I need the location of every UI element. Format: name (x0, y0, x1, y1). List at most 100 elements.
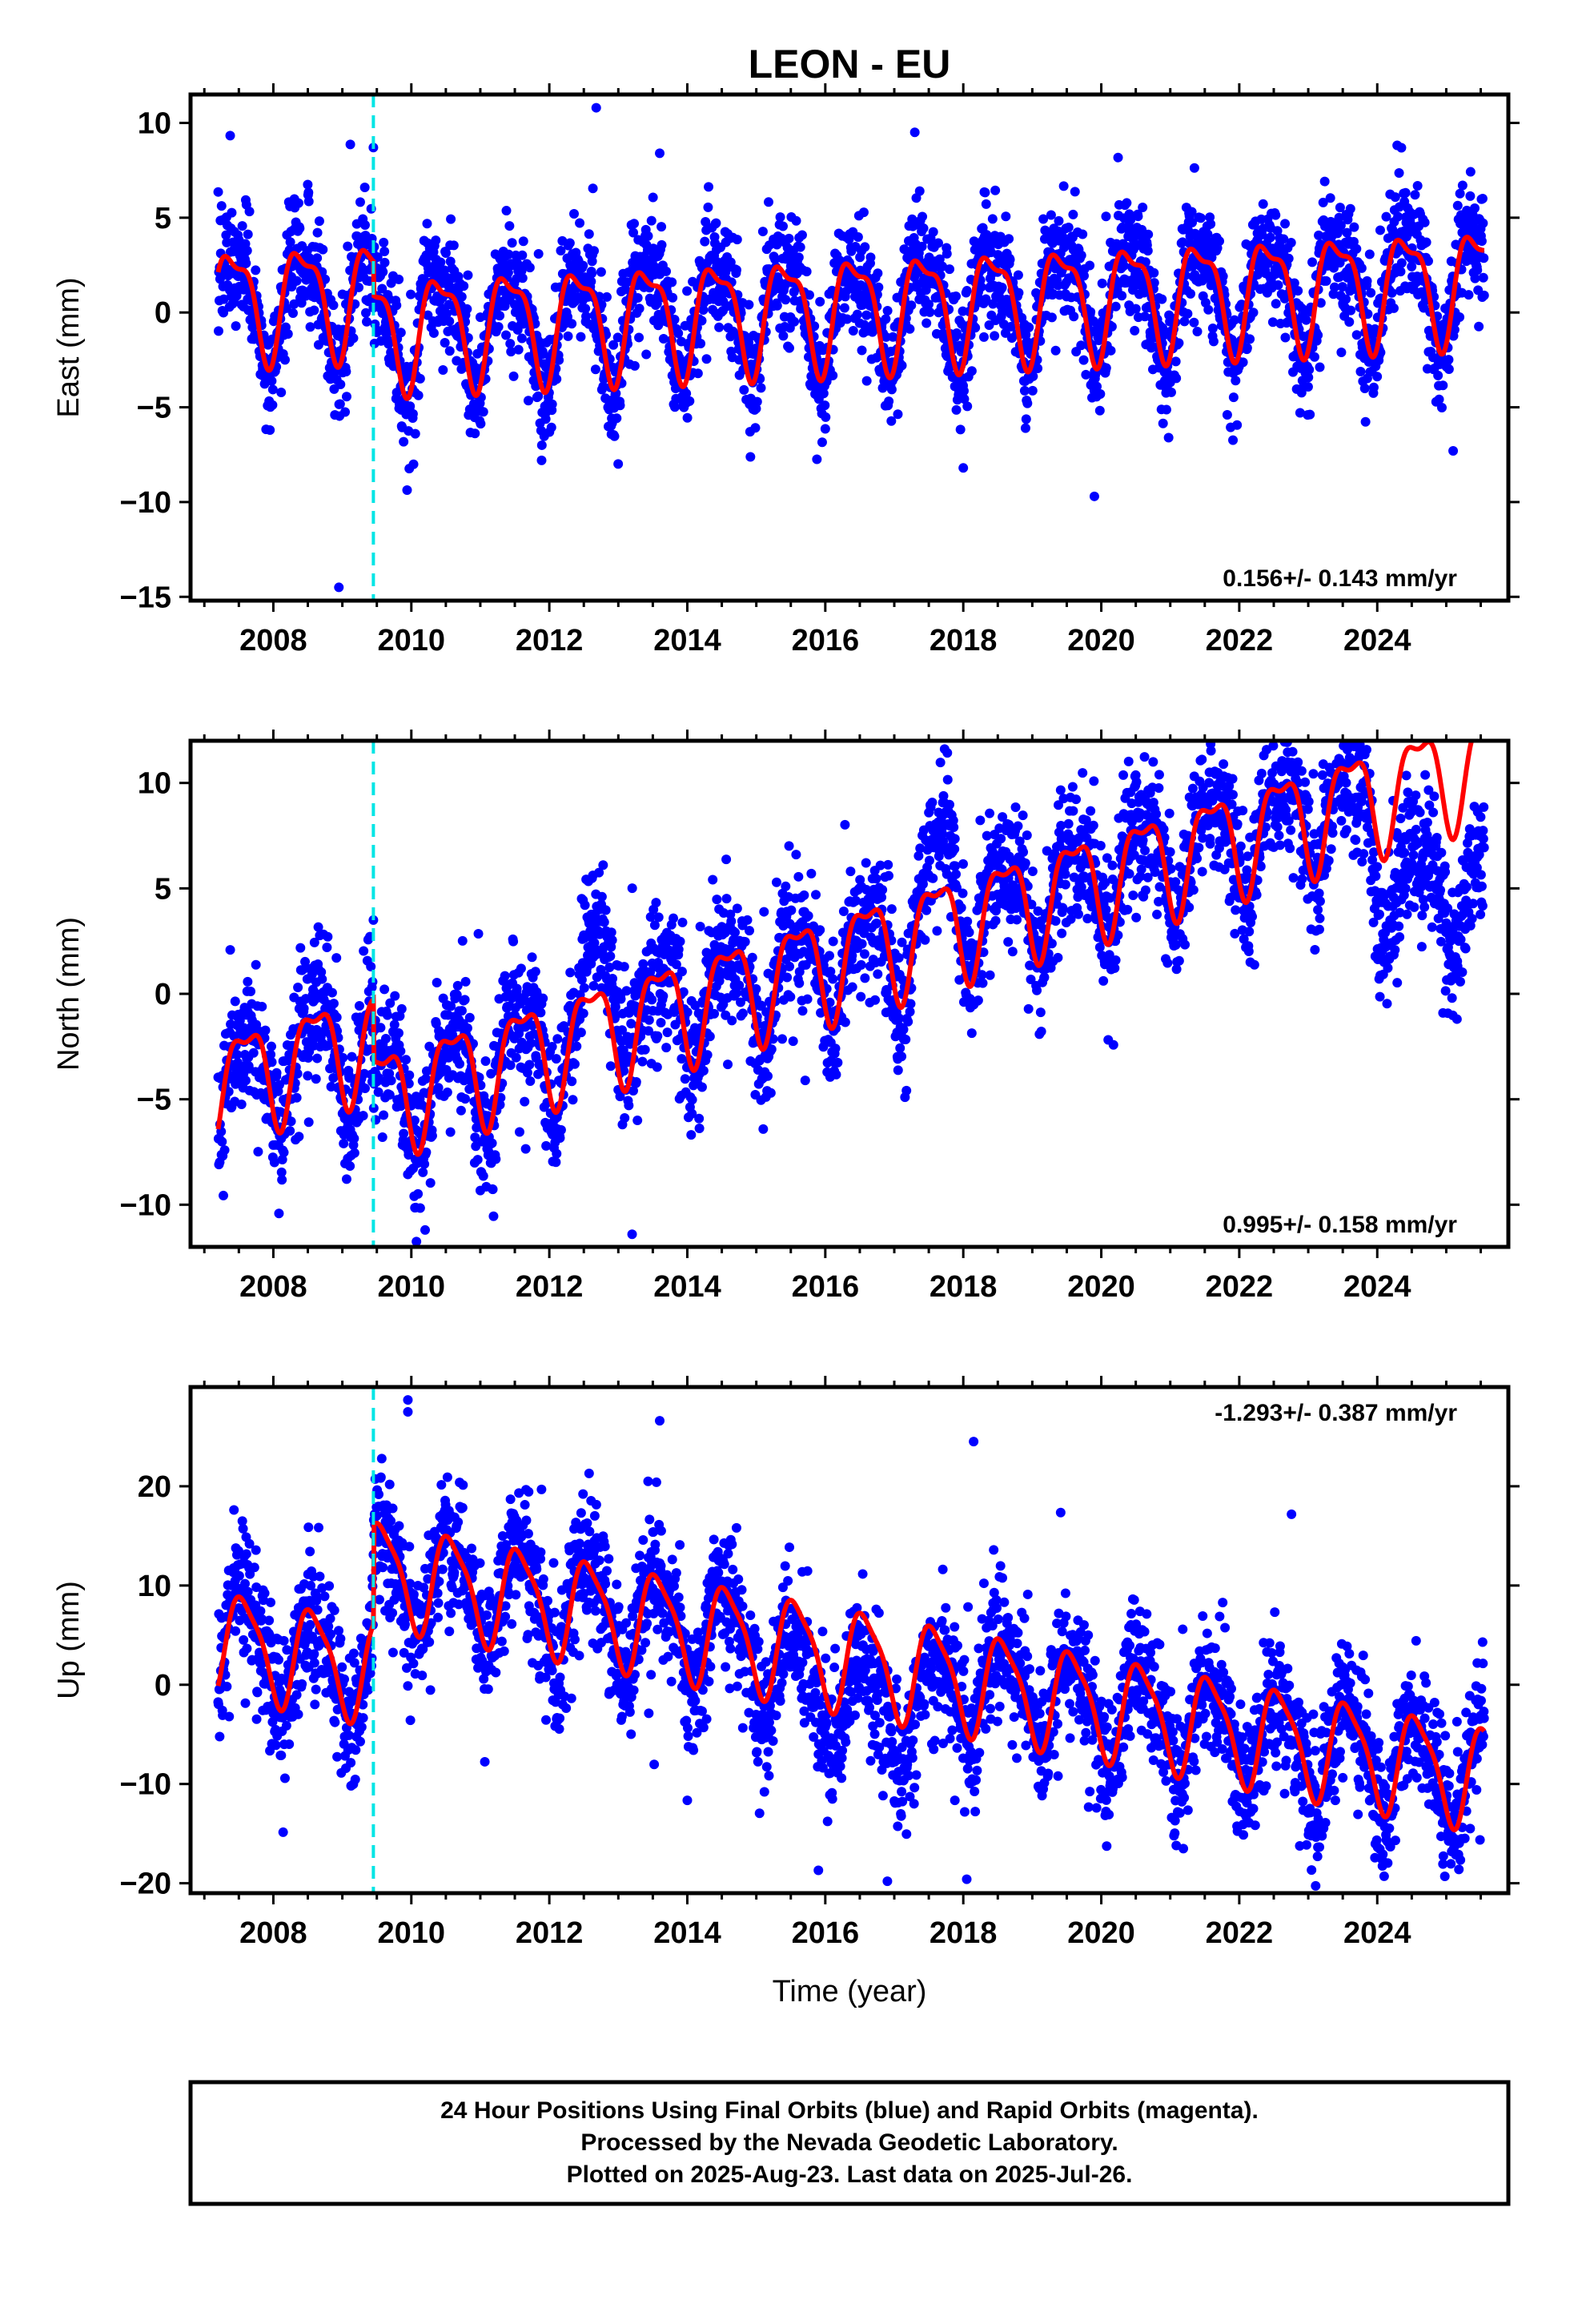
data-point (705, 1031, 715, 1042)
data-point (440, 265, 450, 275)
data-point (240, 1076, 251, 1086)
data-point (305, 322, 315, 332)
data-point (296, 298, 307, 308)
data-point (981, 199, 991, 209)
data-point (1046, 210, 1056, 220)
data-point (596, 891, 607, 902)
data-point (1303, 372, 1314, 383)
data-point (955, 424, 966, 435)
x-tick-label: 2012 (516, 624, 584, 657)
data-point (731, 265, 741, 275)
data-point (673, 328, 684, 339)
data-point (667, 277, 677, 287)
data-point (341, 392, 351, 402)
data-point (1443, 364, 1454, 374)
data-point (648, 192, 658, 203)
data-point (785, 991, 796, 1002)
data-point (1443, 355, 1454, 365)
data-point (436, 257, 446, 267)
data-point (246, 986, 256, 996)
data-point (652, 299, 662, 309)
data-point (1222, 410, 1232, 420)
data-point (1337, 282, 1347, 292)
data-point (219, 1145, 230, 1156)
data-point (533, 248, 544, 259)
data-point (1050, 345, 1061, 356)
data-point (952, 328, 962, 338)
data-point (267, 384, 278, 395)
data-point (345, 1161, 355, 1172)
data-point (848, 325, 858, 336)
data-point (1335, 220, 1346, 231)
x-tick-label: 2014 (653, 624, 721, 657)
data-point (1286, 238, 1296, 248)
data-point (552, 1034, 563, 1044)
data-point (881, 314, 891, 324)
data-point (276, 388, 287, 398)
data-point (379, 237, 389, 247)
data-point (1069, 312, 1079, 322)
data-point (651, 898, 661, 908)
data-point (695, 922, 705, 932)
data-point (523, 396, 533, 406)
data-point (752, 396, 762, 407)
data-point (1325, 193, 1335, 203)
data-point (1058, 181, 1069, 191)
data-point (1349, 222, 1359, 232)
data-point (698, 1066, 709, 1076)
data-point (406, 289, 416, 300)
data-point (1228, 392, 1239, 403)
data-point (1265, 232, 1275, 243)
data-point (1187, 217, 1198, 227)
data-point (575, 218, 585, 228)
data-point (608, 973, 618, 983)
data-point (335, 399, 345, 409)
data-point (438, 365, 448, 376)
data-point (446, 214, 456, 224)
data-point (1372, 372, 1383, 382)
data-point (530, 967, 540, 977)
data-point (1455, 188, 1465, 199)
y-axis-label: East (mm) (52, 277, 86, 417)
data-point (354, 1000, 364, 1011)
data-point (682, 412, 693, 423)
data-point (463, 270, 473, 280)
data-point (1289, 278, 1299, 288)
data-point (251, 959, 261, 970)
data-point (1319, 176, 1330, 187)
data-point (598, 381, 608, 392)
data-point (590, 364, 600, 375)
data-point (1022, 398, 1033, 408)
data-point (681, 388, 692, 399)
data-point (340, 407, 351, 417)
data-point (1101, 211, 1111, 222)
data-point (1161, 404, 1171, 415)
data-point (990, 331, 1000, 341)
data-point (1272, 226, 1283, 236)
data-point (495, 311, 505, 321)
data-point (289, 299, 299, 309)
data-point (1207, 324, 1218, 334)
data-point (820, 424, 830, 434)
data-point (914, 186, 925, 196)
data-point (551, 1157, 561, 1168)
data-point (1412, 181, 1423, 191)
data-point (644, 1015, 654, 1025)
data-point (267, 1057, 277, 1068)
data-point (675, 936, 685, 947)
data-point (1229, 315, 1239, 325)
data-point (291, 1092, 302, 1103)
data-point (470, 428, 480, 439)
data-point (569, 208, 580, 219)
data-point (1335, 203, 1345, 213)
data-point (886, 384, 897, 395)
data-point (572, 1041, 582, 1051)
data-point (1472, 265, 1483, 275)
data-point (1283, 253, 1294, 263)
data-point (1345, 203, 1355, 214)
data-point (520, 1144, 531, 1154)
data-point (287, 308, 298, 318)
data-point (462, 304, 472, 314)
data-point (1464, 290, 1474, 300)
